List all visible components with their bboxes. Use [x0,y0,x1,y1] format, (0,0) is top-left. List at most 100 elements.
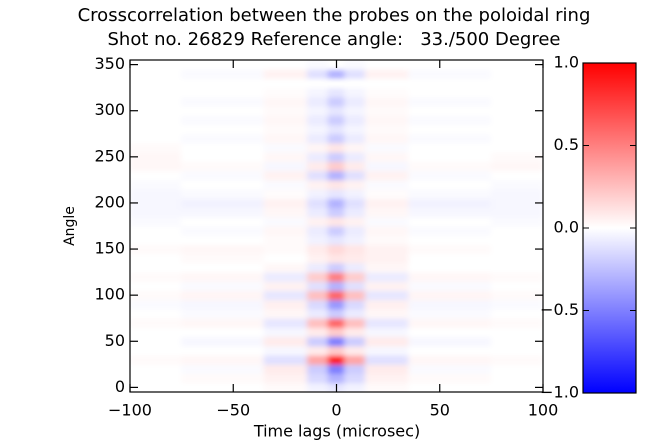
heat-cell [408,142,492,153]
heat-cell [130,170,183,181]
heat-cell [408,60,492,70]
heat-cell [408,216,492,227]
heat-cell [408,345,492,356]
heat-cell [307,105,329,116]
heat-cell [408,373,492,384]
heat-cell [327,87,346,98]
heat-cell [263,124,309,135]
heat-cell [344,308,366,319]
heat-cell [307,262,329,273]
heat-cell [181,326,265,338]
heat-cell [263,345,309,356]
heat-cell [181,317,265,328]
heat-cell [181,151,265,162]
heat-cell [364,188,410,199]
heat-cell [327,142,346,153]
heat-cell [327,114,346,126]
heat-cell [327,133,346,144]
heat-cell [344,290,366,301]
heat-cell [490,308,543,319]
heat-cell [344,262,366,273]
heat-cell [327,345,346,356]
x-tick-label: −100 [108,401,152,420]
heat-cell [181,299,265,310]
heat-cell [181,253,265,264]
heat-cell [364,308,410,319]
heat-cell [408,179,492,190]
heat-cell [130,243,183,255]
heat-cell [181,142,265,153]
heat-cell [130,336,183,347]
heat-cell [130,382,183,392]
heat-cell [307,345,329,356]
heat-cell [181,68,265,79]
heat-cell [307,77,329,89]
heat-cell [408,77,492,89]
heat-cell [490,243,543,255]
heat-cell [344,326,366,338]
heat-cell [327,188,346,199]
heat-cell [263,299,309,310]
heat-cell [327,234,346,245]
heat-cell [263,317,309,328]
heat-cell [130,60,183,70]
heat-cell [307,234,329,245]
heat-cell [364,382,410,392]
heat-cell [344,225,366,236]
heat-cell [263,280,309,292]
heat-cell [307,336,329,347]
heat-cell [408,207,492,218]
heat-cell [307,382,329,392]
heat-cell [307,114,329,126]
y-tick-label: 250 [94,146,125,165]
heat-cell [130,142,183,153]
heat-cell [307,197,329,209]
heat-cell [490,326,543,338]
heat-cell [408,326,492,338]
heat-cell [181,290,265,301]
heat-cell [263,207,309,218]
heat-cell [130,77,183,89]
heat-cell [490,77,543,89]
heat-cell [408,114,492,126]
heat-cell [181,271,265,282]
heat-cell [263,271,309,282]
heat-cell [327,225,346,236]
heat-cell [344,142,366,153]
heat-cell [327,262,346,273]
heat-cell [344,160,366,172]
heat-cell [364,363,410,375]
heat-cell [263,160,309,172]
heat-cell [364,299,410,310]
heat-cell [490,133,543,144]
heat-cell [307,151,329,162]
heat-cell [263,308,309,319]
colorbar-tick-label: 0.0 [554,218,579,237]
heat-cell [490,234,543,245]
heat-cell [181,87,265,98]
heat-cell [364,114,410,126]
heat-cell [344,243,366,255]
heat-cell [327,373,346,384]
heat-cell [327,280,346,292]
heat-cell [408,336,492,347]
heat-cell [327,317,346,328]
colorbar-tick-label: −1.0 [540,383,579,402]
heat-cell [364,216,410,227]
heat-cell [327,326,346,338]
heat-cell [307,179,329,190]
heat-cell [344,179,366,190]
heat-cell [344,188,366,199]
heat-cell [344,373,366,384]
heat-cell [130,188,183,199]
heat-cell [364,124,410,135]
heat-cell [181,234,265,245]
chart-subtitle: Shot no. 26829 Reference angle: 33./500 … [108,29,561,50]
heat-cell [263,60,309,70]
heat-cell [130,151,183,162]
heat-cell [263,68,309,79]
y-tick-label: 0 [115,377,125,396]
heat-cell [307,207,329,218]
heat-cell [181,133,265,144]
